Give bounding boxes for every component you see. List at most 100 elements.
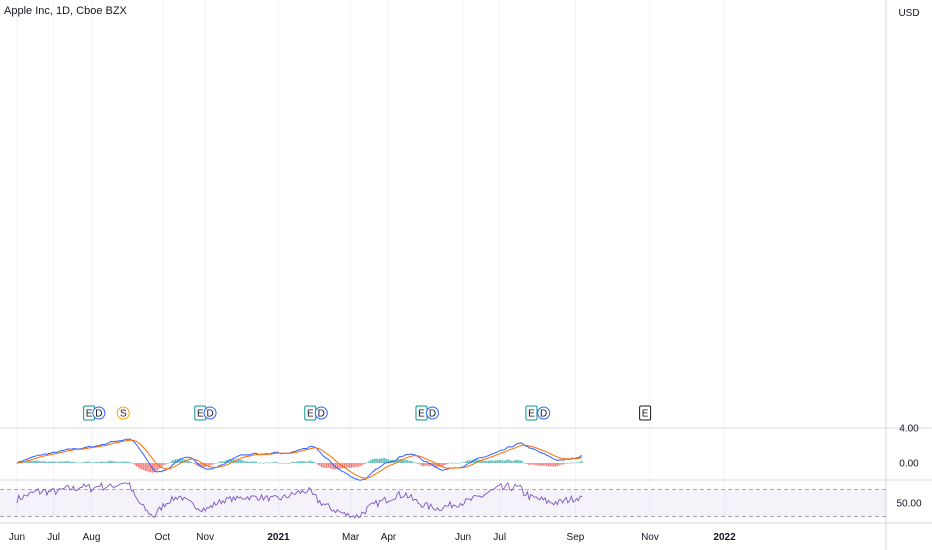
macd-histogram-bar [442, 463, 444, 467]
macd-histogram-bar [95, 461, 97, 463]
macd-line [16, 438, 583, 481]
macd-histogram-bar [368, 461, 370, 463]
macd-histogram-bar [88, 461, 90, 463]
macd-histogram-bar [445, 463, 448, 465]
macd-histogram-bar [579, 461, 581, 463]
macd-histogram-bar [121, 461, 124, 463]
macd-histogram-bar [456, 462, 458, 464]
macd-histogram-bar [556, 463, 559, 467]
macd-histogram-bar [447, 463, 449, 464]
macd-histogram-bar [310, 460, 312, 463]
macd-histogram-bar [70, 461, 73, 463]
macd-histogram-bar [218, 461, 221, 463]
macd-histogram-bar [123, 461, 126, 463]
macd-histogram-bar [114, 461, 117, 463]
macd-histogram-bar [44, 461, 46, 463]
macd-histogram-bar [345, 463, 347, 468]
macd-histogram-bar [311, 461, 314, 463]
split-marker[interactable] [116, 406, 130, 420]
macd-histogram-bar [160, 463, 163, 468]
macd-histogram-bar [341, 463, 344, 469]
macd-histogram-bar [208, 463, 210, 466]
dividend-marker[interactable] [314, 406, 328, 420]
macd-histogram-bar [479, 459, 481, 463]
macd-histogram-bar [546, 463, 548, 467]
macd-histogram-bar [354, 463, 356, 468]
macd-histogram-bar [509, 460, 511, 463]
macd-histogram-bar [42, 461, 45, 463]
earnings-marker[interactable] [525, 405, 538, 421]
dividend-marker[interactable] [203, 406, 217, 420]
macd-histogram-bar [482, 460, 485, 463]
macd-histogram-bar [524, 463, 527, 464]
earnings-label: E [528, 409, 535, 420]
dividend-marker[interactable] [537, 406, 551, 420]
macd-histogram-bar [262, 463, 265, 464]
macd-histogram-bar [33, 460, 36, 463]
macd-histogram-bar [385, 458, 388, 463]
macd-histogram-bar [118, 461, 120, 463]
macd-histogram-bar [363, 463, 365, 465]
macd-histogram-bar [77, 462, 80, 464]
macd-histogram-bar [135, 463, 138, 467]
currency-label: USD [898, 8, 919, 19]
macd-histogram-bar [422, 463, 425, 467]
macd-histogram-bar [146, 463, 148, 472]
macd-histogram-bar [384, 457, 386, 463]
macd-histogram-bar [107, 461, 110, 463]
macd-histogram-bar [514, 459, 516, 463]
macd-histogram-bar [109, 460, 111, 463]
macd-histogram-bar [470, 460, 472, 463]
macd-histogram-bar [433, 463, 435, 467]
macd-histogram-bar [150, 463, 152, 473]
dividend-marker[interactable] [425, 406, 439, 420]
macd-histogram-bar [53, 461, 55, 463]
chart-title: Apple Inc, 1D, Cboe BZX [4, 5, 128, 17]
macd-histogram-bar [408, 460, 411, 463]
dividend-marker[interactable] [92, 406, 106, 420]
macd-histogram-bar [72, 461, 75, 463]
macd-histogram-bar [257, 462, 259, 464]
macd-histogram-bar [125, 461, 127, 463]
macd-histogram-bar [410, 460, 412, 463]
macd-histogram-bar [473, 459, 476, 463]
macd-histogram-bar [238, 459, 240, 463]
macd-histogram-bar [278, 462, 280, 464]
macd-histogram-bar [190, 461, 192, 463]
macd-histogram-bar [280, 463, 282, 464]
macd-histogram-bar [202, 463, 205, 467]
time-axis-label: Aug [83, 532, 101, 543]
macd-histogram-bar [313, 462, 316, 463]
macd-histogram-bar [51, 461, 53, 463]
macd-histogram-bar [178, 458, 180, 463]
macd-histogram-bar [139, 463, 141, 469]
macd-histogram-bar [248, 462, 251, 463]
macd-histogram-bar [496, 460, 499, 463]
macd-tick-label: 4.00 [899, 423, 919, 434]
macd-histogram-bar [79, 462, 82, 464]
macd-histogram-bar [537, 463, 539, 466]
macd-histogram-bar [493, 460, 495, 463]
macd-histogram-bar [181, 459, 184, 463]
macd-histogram-bar [26, 461, 29, 463]
macd-histogram-bar [245, 461, 247, 463]
macd-histogram-bar [148, 463, 150, 473]
macd-histogram-bar [222, 461, 224, 463]
macd-histogram-bar [503, 460, 506, 463]
macd-histogram-bar [331, 463, 333, 469]
earnings-marker[interactable] [639, 405, 652, 421]
macd-histogram-bar [84, 461, 87, 463]
earnings-label: E [418, 409, 425, 420]
macd-histogram-bar [259, 463, 261, 464]
macd-histogram-bar [30, 460, 32, 463]
macd-histogram-bar [289, 463, 291, 464]
macd-histogram-bar [171, 460, 173, 463]
macd-histogram-bar [378, 458, 381, 463]
macd-histogram-bar [505, 460, 507, 463]
macd-histogram-bar [440, 463, 442, 467]
time-axis-label: Jun [455, 532, 471, 543]
macd-histogram-bar [93, 462, 96, 463]
macd-histogram-bar [547, 463, 550, 467]
